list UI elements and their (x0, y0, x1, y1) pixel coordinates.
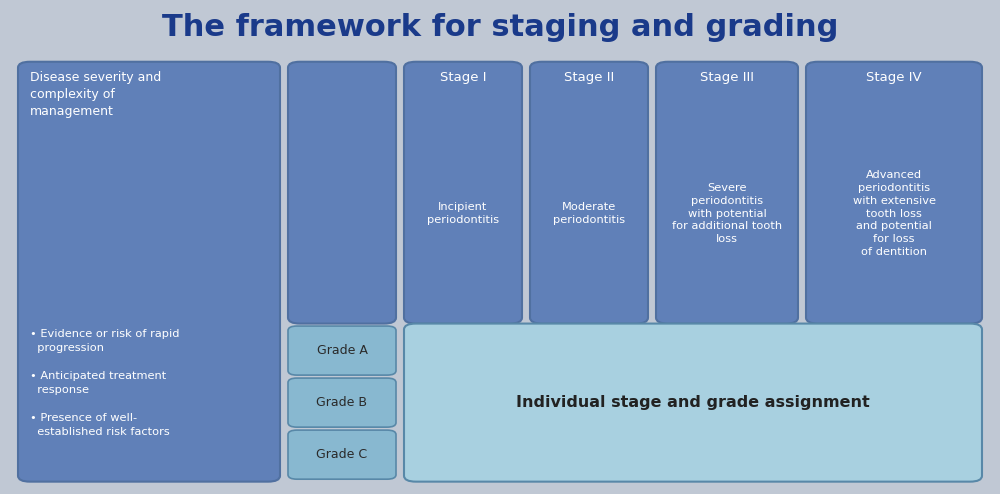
FancyBboxPatch shape (288, 326, 396, 375)
FancyBboxPatch shape (288, 430, 396, 479)
Text: The framework for staging and grading: The framework for staging and grading (162, 13, 838, 41)
Text: Individual stage and grade assignment: Individual stage and grade assignment (516, 395, 870, 410)
Text: Moderate
periodontitis: Moderate periodontitis (553, 202, 625, 225)
Text: Grade B: Grade B (316, 396, 368, 409)
FancyBboxPatch shape (18, 62, 280, 482)
Text: Stage III: Stage III (700, 71, 754, 83)
Text: Incipient
periodontitis: Incipient periodontitis (427, 202, 499, 225)
Text: Severe
periodontitis
with potential
for additional tooth
loss: Severe periodontitis with potential for … (672, 183, 782, 244)
Text: Stage I: Stage I (440, 71, 486, 83)
FancyBboxPatch shape (806, 62, 982, 324)
FancyBboxPatch shape (656, 62, 798, 324)
FancyBboxPatch shape (404, 324, 982, 482)
FancyBboxPatch shape (530, 62, 648, 324)
FancyBboxPatch shape (404, 62, 522, 324)
FancyBboxPatch shape (288, 62, 396, 324)
Text: Grade A: Grade A (317, 344, 367, 357)
Text: Stage IV: Stage IV (866, 71, 922, 83)
Text: Advanced
periodontitis
with extensive
tooth loss
and potential
for loss
of denti: Advanced periodontitis with extensive to… (853, 170, 936, 257)
Text: Disease severity and
complexity of
management: Disease severity and complexity of manag… (30, 71, 161, 118)
Text: • Evidence or risk of rapid
  progression

• Anticipated treatment
  response

•: • Evidence or risk of rapid progression … (30, 329, 180, 438)
Text: Grade C: Grade C (316, 448, 368, 461)
Text: Stage II: Stage II (564, 71, 614, 83)
FancyBboxPatch shape (288, 378, 396, 427)
